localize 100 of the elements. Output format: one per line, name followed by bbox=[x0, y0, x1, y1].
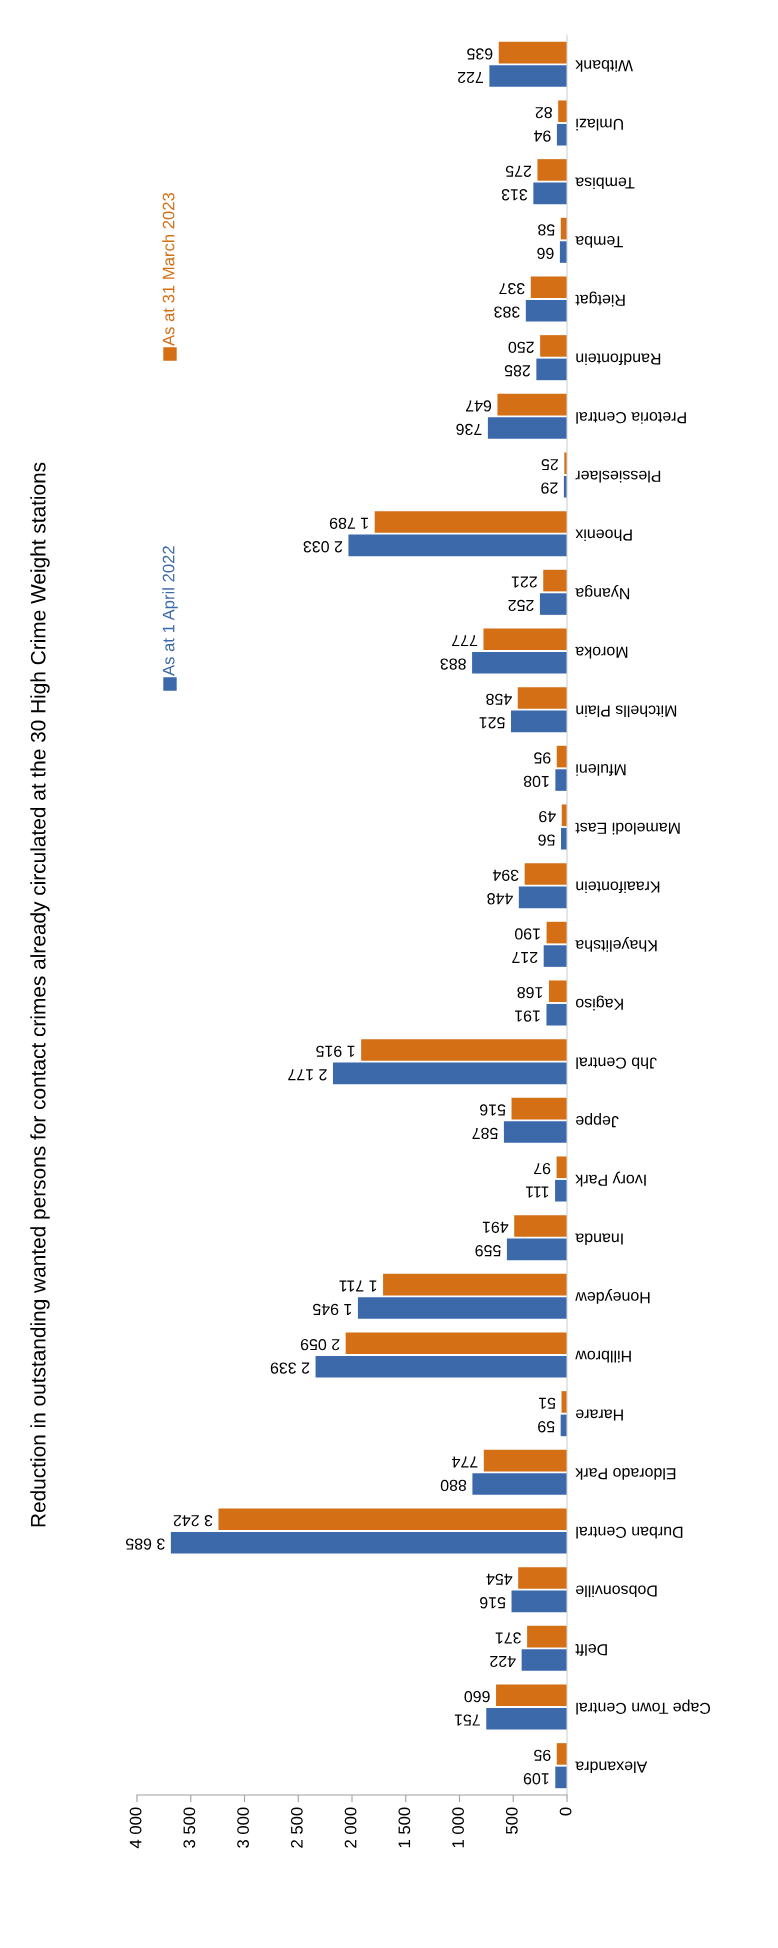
bar bbox=[555, 1766, 567, 1789]
y-tick-label: Nyanga bbox=[575, 584, 630, 600]
data-label: 422 bbox=[490, 1655, 516, 1668]
bar bbox=[556, 123, 567, 146]
bar bbox=[536, 358, 567, 381]
bar bbox=[555, 769, 567, 791]
data-label: 1 945 bbox=[313, 1303, 352, 1316]
data-label: 168 bbox=[517, 986, 543, 999]
y-tick-label: Khayelitsha bbox=[575, 936, 657, 952]
x-tick-label: 2 000 bbox=[344, 1807, 357, 1848]
bar bbox=[521, 1649, 567, 1671]
data-label: 2 033 bbox=[303, 541, 343, 553]
x-tick-label: 3 500 bbox=[183, 1807, 196, 1848]
data-label: 2 059 bbox=[300, 1338, 340, 1351]
bar bbox=[483, 1449, 567, 1472]
text: Reduction in outstanding wanted persons for contact crimes already circulated at the 30 High Crime Weight stations bbox=[30, 462, 50, 1527]
data-label: 751 bbox=[454, 1714, 480, 1726]
y-tick-label: Kagiso bbox=[576, 995, 623, 1011]
y-tick-label: Cape Town Central bbox=[576, 1699, 711, 1715]
data-label: 111 bbox=[526, 1186, 549, 1198]
bar bbox=[533, 182, 567, 205]
data-label: 458 bbox=[486, 693, 512, 705]
x-tick-label: 500 bbox=[505, 1807, 518, 1834]
data-label: 58 bbox=[538, 224, 555, 236]
bar bbox=[315, 1355, 567, 1378]
data-label: 221 bbox=[511, 576, 537, 588]
data-label: 190 bbox=[515, 928, 540, 940]
x-tick-label: 1 000 bbox=[452, 1807, 464, 1848]
text: As at 1 April 2022 bbox=[162, 546, 178, 676]
x-tick-label: 2 500 bbox=[290, 1807, 303, 1848]
y-tick-label: Plessieslaer bbox=[575, 470, 661, 483]
data-label: 383 bbox=[494, 306, 520, 318]
bar bbox=[517, 687, 567, 709]
bar bbox=[524, 863, 567, 885]
data-label: 371 bbox=[495, 1632, 521, 1644]
data-label: 491 bbox=[482, 1221, 509, 1233]
bar bbox=[548, 980, 567, 1003]
data-label: 25 bbox=[541, 458, 558, 471]
bar bbox=[503, 1121, 567, 1143]
data-label: 736 bbox=[456, 423, 482, 436]
bar bbox=[497, 393, 567, 416]
bar bbox=[489, 65, 567, 87]
bar bbox=[357, 1297, 567, 1319]
data-label: 337 bbox=[499, 282, 525, 295]
data-label: 95 bbox=[534, 752, 551, 764]
bar bbox=[537, 159, 567, 181]
data-label: 3 685 bbox=[126, 1538, 165, 1550]
data-label: 108 bbox=[523, 775, 549, 788]
bar bbox=[525, 299, 567, 322]
bar bbox=[472, 1473, 567, 1495]
bar bbox=[496, 1684, 567, 1707]
y-tick-label: Rietgat bbox=[575, 291, 625, 307]
y-tick-label: Pretoria Central bbox=[576, 412, 686, 424]
data-label: 49 bbox=[539, 810, 556, 823]
data-label: 94 bbox=[534, 130, 551, 142]
data-label: 660 bbox=[464, 1690, 490, 1703]
data-label: 880 bbox=[440, 1479, 467, 1492]
bar bbox=[543, 569, 567, 592]
y-tick-label: Temba bbox=[575, 236, 623, 248]
data-label: 516 bbox=[480, 1104, 506, 1116]
y-tick-label: Kraaifontein bbox=[576, 881, 660, 894]
y-tick-label: Eldorado Park bbox=[575, 1468, 676, 1480]
data-label: 2 177 bbox=[288, 1069, 327, 1081]
bar bbox=[527, 1625, 567, 1648]
data-label: 250 bbox=[508, 341, 534, 353]
bar bbox=[361, 1039, 567, 1061]
data-label: 1 915 bbox=[316, 1045, 355, 1057]
y-tick-label: Jhb Central bbox=[576, 1057, 657, 1070]
bar bbox=[546, 1003, 567, 1026]
bar bbox=[558, 100, 567, 123]
data-label: 777 bbox=[452, 635, 478, 647]
data-label: 97 bbox=[534, 1162, 551, 1175]
data-label: 1 711 bbox=[339, 1280, 377, 1292]
data-label: 217 bbox=[512, 951, 538, 964]
bar bbox=[543, 945, 567, 967]
y-tick-label: Mitchells Plain bbox=[576, 705, 677, 718]
y-tick-label: Witbank bbox=[575, 60, 633, 72]
bar bbox=[487, 417, 567, 439]
y-tick-label: Umlazi bbox=[576, 118, 623, 131]
data-label: 1 789 bbox=[329, 517, 368, 529]
y-tick-label: Randfontein bbox=[576, 353, 661, 366]
y-tick-label: Jeppe bbox=[576, 1112, 619, 1128]
data-label: 56 bbox=[538, 834, 555, 846]
y-tick-label: Ivory Park bbox=[575, 1171, 646, 1187]
data-label: 51 bbox=[538, 1397, 556, 1409]
y-tick-label: Mamelodi East bbox=[575, 822, 680, 835]
data-label: 275 bbox=[505, 165, 532, 177]
data-label: 722 bbox=[457, 71, 484, 84]
bar bbox=[498, 41, 567, 64]
data-label: 454 bbox=[486, 1573, 513, 1585]
bar bbox=[510, 710, 567, 733]
data-label: 191 bbox=[515, 1010, 540, 1022]
data-label: 109 bbox=[523, 1773, 549, 1785]
bar bbox=[332, 1062, 567, 1085]
data-label: 559 bbox=[475, 1245, 501, 1257]
data-label: 2 339 bbox=[270, 1362, 310, 1374]
y-tick-label: Dobsonville bbox=[576, 1585, 657, 1598]
data-label: 587 bbox=[472, 1127, 498, 1140]
y-tick-label: Honeydew bbox=[575, 1288, 650, 1304]
y-tick-label: Alexandra bbox=[575, 1761, 648, 1774]
